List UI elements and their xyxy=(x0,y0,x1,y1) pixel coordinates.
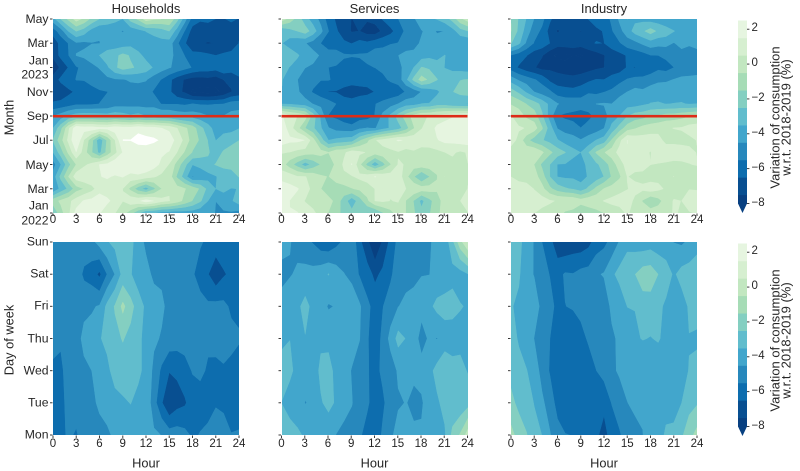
svg-text:w.r.t. 2018-2019 (%): w.r.t. 2018-2019 (%) xyxy=(779,282,794,399)
svg-text:Variation of consumption: Variation of consumption xyxy=(768,46,783,188)
svg-text:w.r.t. 2018-2019 (%): w.r.t. 2018-2019 (%) xyxy=(779,59,794,176)
svg-text:Month: Month xyxy=(2,100,17,136)
svg-text:Variation of consumption: Variation of consumption xyxy=(768,269,783,411)
svg-text:Day of week: Day of week xyxy=(2,304,17,375)
